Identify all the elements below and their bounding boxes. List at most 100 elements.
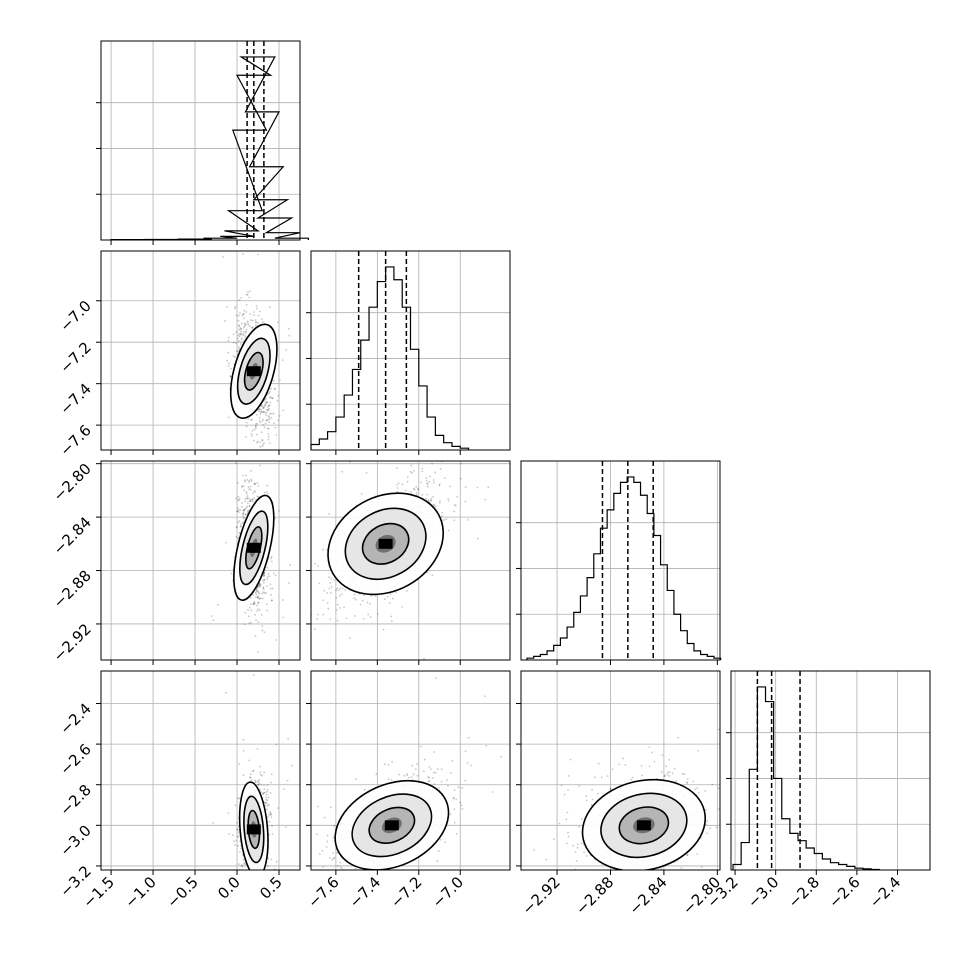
sample-point (259, 789, 262, 791)
sample-point (406, 476, 409, 479)
sample-point (256, 495, 259, 498)
sample-point (762, 772, 764, 774)
sample-point (251, 770, 254, 773)
sample-point (328, 513, 331, 515)
sample-point (262, 586, 265, 588)
sample-point (239, 525, 242, 528)
sample-point (242, 859, 245, 861)
sample-point (389, 593, 392, 596)
sample-point (369, 616, 372, 619)
sample-point (326, 840, 329, 843)
sample-point (227, 365, 230, 367)
sample-point (265, 798, 268, 801)
sample-point (362, 871, 364, 873)
sample-point (243, 317, 245, 320)
sample-point (330, 577, 333, 580)
sample-point (477, 537, 479, 540)
sample-point (611, 768, 614, 771)
sample-point (533, 849, 536, 851)
joint-panel-0-3 (212, 674, 293, 883)
sample-point (259, 771, 262, 774)
sample-point (677, 736, 680, 739)
sample-point (266, 576, 269, 579)
sample-point (251, 875, 253, 877)
x-tick-label: −7.0 (429, 873, 467, 911)
sample-point (256, 414, 258, 416)
sample-point (314, 562, 317, 565)
sample-point (323, 816, 326, 819)
sample-point (244, 474, 247, 477)
sample-point (241, 865, 244, 868)
panel-frame (100, 460, 301, 661)
sample-point (338, 594, 341, 597)
sample-point (717, 787, 720, 790)
sample-point (240, 334, 243, 336)
y-tick-label: −7.0 (56, 297, 94, 335)
sample-point (339, 587, 342, 590)
sample-point (226, 709, 228, 711)
sample-point (253, 878, 255, 880)
sample-point (269, 401, 272, 404)
sample-point (242, 313, 245, 315)
sample-point (237, 495, 240, 498)
sample-point (254, 881, 256, 883)
sample-point (339, 861, 342, 864)
sample-point (366, 601, 369, 604)
sample-point (273, 422, 276, 424)
sample-point (457, 786, 460, 789)
sample-point (330, 586, 333, 588)
sample-point (288, 327, 290, 330)
sample-point (256, 595, 259, 598)
sample-point (269, 583, 272, 586)
sample-point (257, 314, 260, 317)
sample-point (246, 478, 249, 481)
y-tick-label: −2.4 (56, 700, 94, 738)
sample-point (257, 880, 259, 882)
sample-point (235, 342, 237, 345)
sample-point (251, 319, 254, 322)
sample-point (264, 419, 266, 421)
sample-point (445, 518, 448, 521)
sample-point (383, 763, 386, 765)
sample-point (254, 319, 257, 321)
sample-point (464, 500, 467, 503)
sample-point (246, 510, 249, 513)
sample-point (464, 779, 467, 782)
sample-point (262, 588, 265, 591)
sample-point (261, 625, 264, 628)
sample-point (248, 622, 251, 625)
sample-point (261, 597, 264, 600)
sample-point (247, 615, 250, 618)
y-tick-label: −2.80 (50, 460, 95, 505)
sample-point (235, 526, 238, 528)
sample-point (243, 509, 246, 511)
sample-point (249, 488, 252, 491)
y-tick-label: −7.2 (56, 338, 94, 376)
sample-point (461, 807, 464, 810)
sample-point (271, 599, 273, 601)
sample-point (583, 851, 586, 854)
sample-point (248, 500, 251, 503)
sample-point (327, 607, 330, 610)
sample-point (403, 774, 406, 777)
sample-point (235, 350, 238, 353)
sample-point (427, 458, 429, 460)
sample-point (234, 804, 237, 807)
sample-point (452, 796, 455, 799)
sample-point (256, 878, 258, 880)
sample-point (382, 628, 385, 631)
sample-point (259, 584, 262, 587)
sample-point (406, 774, 408, 777)
sample-point (382, 883, 384, 885)
sample-point (353, 593, 356, 596)
sample-point (249, 499, 252, 502)
sample-point (244, 323, 247, 326)
sample-point (398, 773, 401, 776)
sample-point (384, 598, 386, 601)
sample-point (328, 576, 330, 579)
sample-point (262, 443, 265, 446)
sample-point (262, 574, 265, 577)
sample-point (726, 822, 728, 824)
sample-point (279, 379, 281, 382)
sample-point (487, 880, 489, 882)
